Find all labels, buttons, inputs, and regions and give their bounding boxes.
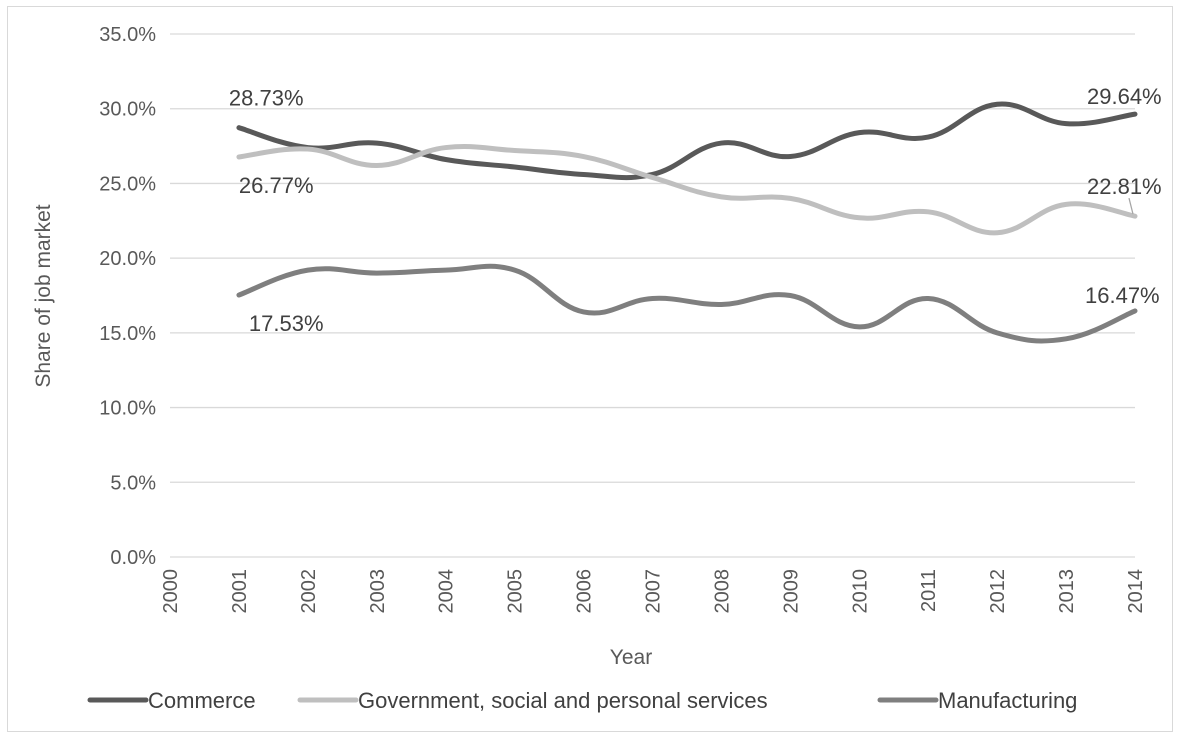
x-tick-label: 2013 — [1056, 569, 1078, 614]
legend-label-manufacturing: Manufacturing — [938, 688, 1077, 713]
x-tick-label: 2001 — [229, 569, 251, 614]
x-tick-label: 2003 — [367, 569, 389, 614]
x-tick-label: 2010 — [849, 569, 871, 614]
data-labels: 28.73% 29.64% 26.77% 22.81% 17.53% 16.47% — [229, 84, 1162, 336]
x-tick-label: 2011 — [918, 569, 940, 612]
data-label: 16.47% — [1085, 283, 1160, 308]
y-tick-label: 30.0% — [99, 99, 156, 121]
x-tick-label: 2014 — [1125, 569, 1147, 614]
series-line-government-social-and-personal-services — [236, 144, 1138, 236]
y-tick-label: 35.0% — [99, 24, 156, 46]
gridlines — [170, 33, 1135, 558]
x-tick-label: 2006 — [574, 569, 596, 614]
y-tick-label: 5.0% — [110, 472, 156, 494]
data-label: 26.77% — [239, 173, 314, 198]
data-label: 17.53% — [249, 311, 324, 336]
legend-label-government-social-and-personal-services: Government, social and personal services — [358, 688, 768, 713]
leader-line — [1128, 197, 1134, 215]
series-line-manufacturing — [236, 263, 1138, 344]
x-axis-ticks: 2000 2001 2002 2003 2004 2005 2006 2007 2008 2009… — [160, 569, 1147, 614]
y-tick-label: 25.0% — [99, 173, 156, 195]
x-tick-label: 2000 — [160, 569, 182, 614]
x-tick-label: 2009 — [780, 569, 802, 614]
data-label: 28.73% — [229, 86, 304, 111]
x-tick-label: 2004 — [436, 569, 458, 614]
y-tick-label: 0.0% — [110, 547, 156, 569]
x-tick-label: 2002 — [298, 569, 320, 614]
legend-label-commerce: Commerce — [148, 688, 256, 713]
series-line-commerce — [236, 101, 1138, 181]
x-tick-label: 2005 — [505, 569, 527, 614]
series-lines — [236, 101, 1138, 344]
y-axis-title: Share of job market — [32, 204, 55, 387]
y-tick-label: 15.0% — [99, 323, 156, 345]
legend: Commerce Government, social and personal … — [87, 688, 1077, 713]
data-label: 22.81% — [1087, 174, 1162, 199]
y-tick-label: 10.0% — [99, 398, 156, 420]
data-label: 29.64% — [1087, 84, 1162, 109]
y-axis-ticks: 0.0% 5.0% 10.0% 15.0% 20.0% 25.0% 30.0% 35.0% — [99, 24, 156, 569]
chart-frame — [7, 6, 1173, 732]
x-tick-label: 2007 — [643, 569, 665, 614]
x-axis-title: Year — [610, 646, 652, 669]
y-tick-label: 20.0% — [99, 248, 156, 270]
x-tick-label: 2008 — [711, 569, 733, 614]
x-tick-label: 2012 — [987, 569, 1009, 614]
